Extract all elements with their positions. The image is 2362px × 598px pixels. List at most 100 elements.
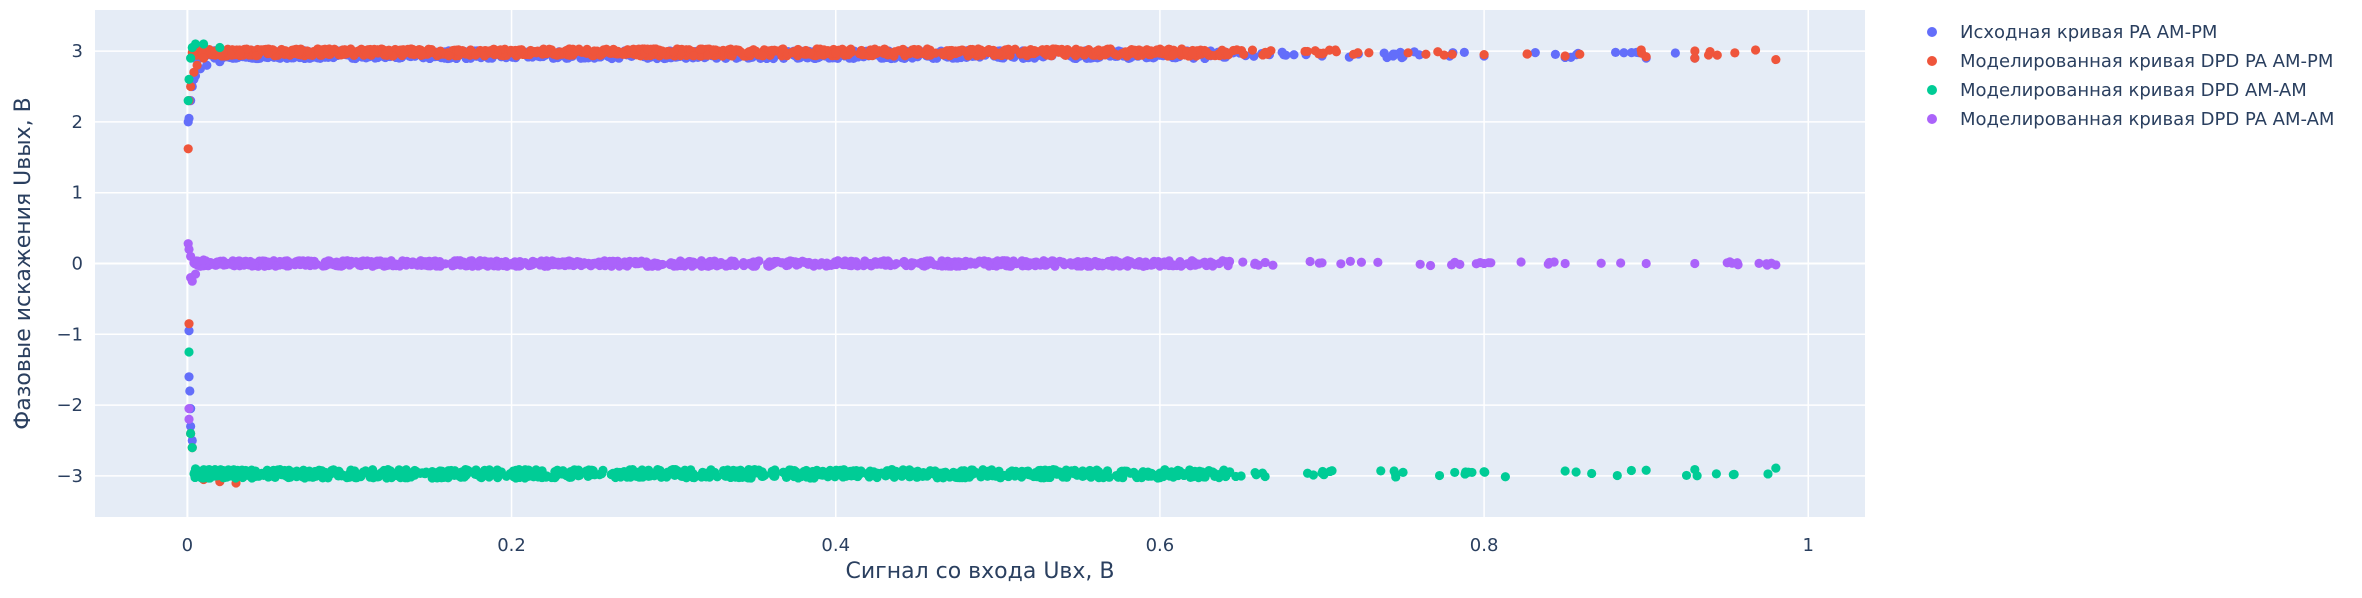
data-point [1302, 468, 1313, 478]
data-point [1037, 45, 1048, 55]
data-point [337, 471, 347, 481]
data-point [912, 45, 922, 55]
data-point [979, 259, 989, 269]
data-point [446, 259, 457, 269]
data-point [1398, 467, 1408, 477]
data-point [1191, 260, 1201, 270]
data-point [865, 258, 875, 269]
data-point [1057, 44, 1067, 55]
data-point [1069, 469, 1079, 479]
legend-item[interactable]: Моделированная кривая DPD PA AM-AM [1927, 109, 2334, 130]
x-tick-label: 1 [1803, 535, 1814, 556]
legend-label: Исходная кривая PA AM-PM [1960, 22, 2217, 43]
data-point [847, 469, 857, 480]
data-point [535, 258, 546, 268]
data-point [198, 255, 209, 265]
data-point [1005, 470, 1015, 480]
data-point [369, 258, 379, 268]
data-point [1137, 46, 1147, 56]
data-point [1382, 52, 1392, 63]
data-point [610, 46, 620, 56]
data-point [644, 471, 654, 481]
data-point [435, 258, 445, 268]
data-point [1516, 257, 1526, 267]
data-point [1681, 470, 1692, 481]
data-point [184, 113, 194, 123]
data-point [184, 372, 194, 382]
data-point [1348, 49, 1359, 59]
data-point [1550, 49, 1560, 59]
data-point [1155, 258, 1165, 269]
data-point [344, 258, 355, 268]
data-point [982, 471, 993, 481]
data-point [1197, 467, 1207, 477]
data-point [646, 259, 656, 269]
data-point [1771, 463, 1781, 473]
data-point [247, 259, 257, 270]
data-point [186, 421, 196, 431]
data-point [1327, 466, 1337, 476]
data-point [301, 471, 311, 481]
data-point [1030, 261, 1040, 271]
data-point [1029, 49, 1039, 59]
data-point [186, 251, 196, 262]
data-point [189, 67, 199, 77]
legend-item[interactable]: Исходная кривая PA AM-PM [1927, 22, 2217, 43]
data-point [475, 256, 485, 266]
data-point [722, 471, 732, 481]
data-point [1446, 260, 1457, 270]
data-point [344, 469, 355, 479]
data-point [982, 46, 992, 56]
data-point [744, 48, 754, 58]
data-point [381, 467, 391, 477]
data-point [870, 44, 880, 54]
data-point [838, 472, 848, 482]
data-point [965, 259, 976, 269]
data-point [706, 465, 716, 475]
data-point [781, 260, 791, 271]
data-point [574, 469, 584, 479]
data-point [1626, 48, 1637, 58]
data-point [207, 470, 217, 481]
data-point [631, 259, 641, 269]
data-point [938, 468, 949, 478]
data-point [1260, 47, 1270, 57]
data-point [198, 39, 209, 49]
data-point [1061, 468, 1071, 478]
data-point [730, 260, 740, 271]
data-point [803, 259, 813, 269]
data-point [817, 258, 827, 268]
data-point [1711, 469, 1721, 479]
legend-item[interactable]: Моделированная кривая DPD AM-AM [1927, 80, 2307, 101]
data-point [506, 47, 517, 58]
data-point [198, 53, 209, 63]
data-point [192, 60, 202, 70]
data-point [1205, 259, 1215, 269]
legend-item[interactable]: Моделированная кривая DPD PA AM-PM [1927, 51, 2333, 72]
data-point [1090, 256, 1100, 267]
data-point [187, 443, 197, 453]
data-point [1228, 45, 1238, 56]
data-point [1268, 260, 1278, 270]
data-point [325, 259, 336, 269]
data-point [294, 47, 304, 57]
series-4 [183, 239, 1781, 424]
data-point [1754, 258, 1764, 268]
data-point [293, 467, 303, 477]
data-point [1239, 49, 1249, 59]
data-point [314, 46, 324, 56]
data-point [1543, 259, 1553, 269]
data-point [669, 258, 679, 269]
data-point [1317, 49, 1327, 59]
data-point [416, 49, 427, 59]
legend-label: Моделированная кривая DPD PA AM-PM [1960, 51, 2333, 72]
data-point [993, 258, 1003, 269]
data-point [1560, 466, 1570, 476]
data-point [1017, 466, 1027, 476]
data-point [472, 469, 483, 480]
data-point [1253, 260, 1263, 270]
data-point [1610, 47, 1621, 57]
data-point [429, 468, 439, 478]
data-point [601, 44, 612, 54]
